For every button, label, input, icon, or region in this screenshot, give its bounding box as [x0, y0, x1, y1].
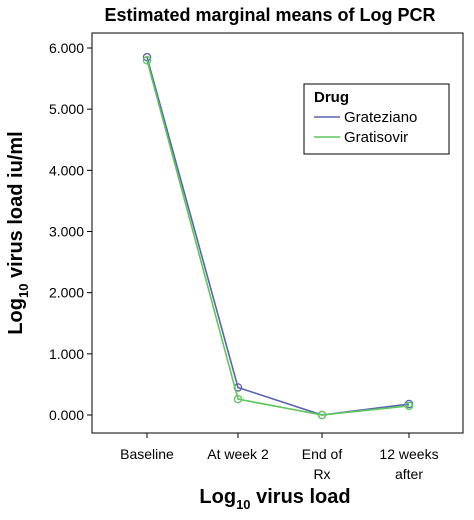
legend-box: [303, 83, 450, 155]
series-line-gratisovir: [146, 60, 410, 416]
y-axis-label: Log10 virus load iu/ml: [5, 131, 31, 334]
y-tick-label: 4.000: [49, 162, 84, 178]
y-tick-label: 6.000: [49, 40, 84, 56]
x-axis: Baseline At week 2 End of Rx 12 weeks after: [120, 433, 439, 482]
plot-frame: [91, 32, 464, 434]
x-axis-label-prefix: Log: [199, 486, 236, 508]
data-point-gratisovir: [233, 394, 243, 404]
y-axis-label-subscript: 10: [16, 284, 31, 298]
y-tick-label: 1.000: [49, 346, 84, 362]
legend-entry-label: Grateziano: [344, 109, 417, 126]
x-tick-label: 12 weeks after: [379, 446, 438, 482]
x-tick-label: End of Rx: [302, 446, 343, 482]
series-line-grateziano: [146, 56, 410, 416]
x-tick-label: At week 2: [207, 446, 269, 462]
y-axis: 0.000 1.000 2.000 3.000 4.000 5.000 6.000: [49, 40, 92, 423]
x-axis-label: Log10 virus load: [199, 486, 350, 512]
data-point-gratisovir: [317, 410, 327, 420]
data-point-gratisovir: [142, 55, 152, 65]
legend-entry-label: Gratisovir: [344, 129, 408, 146]
y-tick-label: 2.000: [49, 285, 84, 301]
y-axis-label-suffix: virus load iu/ml: [5, 131, 27, 283]
x-axis-label-suffix: virus load: [251, 486, 351, 508]
y-axis-label-prefix: Log: [5, 298, 27, 335]
y-tick-label: 0.000: [49, 407, 84, 423]
y-tick-label: 3.000: [49, 224, 84, 240]
series-layer: [142, 52, 414, 420]
y-tick-label: 5.000: [49, 101, 84, 117]
legend: Drug Grateziano Gratisovir: [303, 83, 450, 155]
chart-title: Estimated marginal means of Log PCR: [104, 5, 435, 25]
legend-title: Drug: [314, 89, 349, 106]
data-point-gratisovir: [404, 401, 414, 411]
x-tick-label: Baseline: [120, 446, 174, 462]
x-axis-label-subscript: 10: [236, 497, 250, 512]
